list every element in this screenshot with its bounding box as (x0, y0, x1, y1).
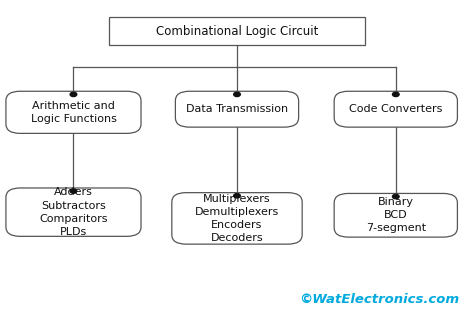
Circle shape (234, 92, 240, 97)
Text: Data Transmission: Data Transmission (186, 104, 288, 114)
FancyBboxPatch shape (175, 91, 299, 127)
FancyBboxPatch shape (334, 193, 457, 237)
Text: Combinational Logic Circuit: Combinational Logic Circuit (156, 25, 318, 38)
FancyBboxPatch shape (334, 91, 457, 127)
FancyBboxPatch shape (172, 193, 302, 244)
Circle shape (70, 189, 77, 193)
Text: ©WatElectronics.com: ©WatElectronics.com (300, 293, 460, 306)
Text: Adders
Subtractors
Comparitors
PLDs: Adders Subtractors Comparitors PLDs (39, 188, 108, 237)
Circle shape (392, 92, 399, 97)
Circle shape (234, 193, 240, 198)
Text: Binary
BCD
7-segment: Binary BCD 7-segment (366, 197, 426, 233)
Circle shape (70, 92, 77, 97)
Text: Code Converters: Code Converters (349, 104, 442, 114)
Circle shape (392, 194, 399, 199)
FancyBboxPatch shape (6, 91, 141, 134)
Text: Multiplexers
Demultiplexers
Encoders
Decoders: Multiplexers Demultiplexers Encoders Dec… (195, 194, 279, 243)
FancyBboxPatch shape (6, 188, 141, 236)
Text: Arithmetic and
Logic Functions: Arithmetic and Logic Functions (30, 101, 117, 124)
FancyBboxPatch shape (109, 17, 365, 45)
